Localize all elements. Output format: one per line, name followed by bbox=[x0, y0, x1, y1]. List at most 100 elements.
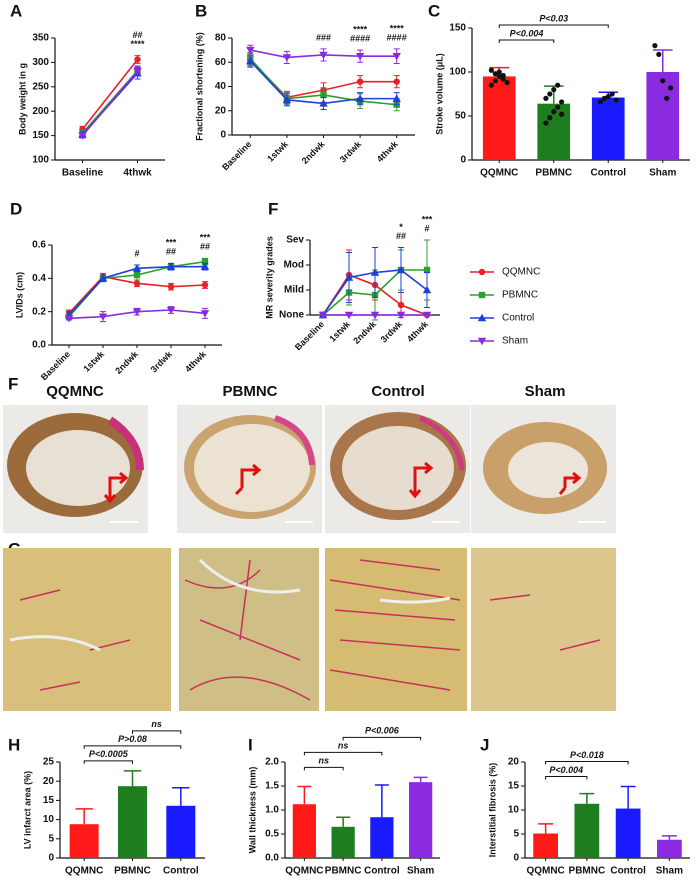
annotation: ## bbox=[200, 242, 210, 252]
x-tick-label: 4thwk bbox=[183, 348, 209, 374]
marker bbox=[98, 313, 108, 321]
marker bbox=[422, 311, 432, 320]
x-tick-label: QQMNC bbox=[285, 866, 323, 877]
marker bbox=[356, 78, 364, 85]
error-bar bbox=[172, 786, 190, 806]
bracket-label: ns bbox=[151, 719, 162, 729]
y-tick-label: 5 bbox=[48, 833, 54, 844]
marker bbox=[167, 283, 175, 290]
bracket-label: P<0.006 bbox=[365, 726, 400, 736]
data-point bbox=[558, 111, 565, 117]
error-bar bbox=[661, 835, 677, 840]
marker bbox=[397, 301, 405, 309]
fibrosis bbox=[418, 415, 465, 471]
y-tick-label: 300 bbox=[32, 57, 49, 68]
y-tick-label: 0.0 bbox=[265, 853, 279, 864]
bar bbox=[574, 803, 600, 858]
y-tick-label: 0 bbox=[220, 130, 226, 141]
y-tick-label: 50 bbox=[455, 111, 467, 122]
x-tick-label: Control bbox=[610, 866, 646, 877]
marker bbox=[396, 265, 406, 274]
data-point bbox=[492, 71, 498, 77]
marker bbox=[200, 310, 210, 318]
annotation: **** bbox=[353, 25, 368, 35]
x-tick-label: Sham bbox=[649, 168, 676, 179]
x-tick-label: 2ndwk bbox=[351, 318, 379, 346]
annotation: #### bbox=[387, 32, 407, 42]
section bbox=[26, 430, 130, 506]
data-point bbox=[551, 109, 557, 115]
marker bbox=[133, 280, 141, 287]
x-tick-label: 3rdwk bbox=[338, 138, 364, 164]
marker bbox=[355, 94, 365, 102]
x-tick-label: 4thwk bbox=[405, 318, 431, 344]
marker bbox=[477, 313, 487, 322]
bracket-label: P<0.018 bbox=[570, 750, 604, 760]
y-tick-label: 0.4 bbox=[32, 273, 46, 284]
data-point bbox=[547, 115, 553, 121]
bar bbox=[69, 824, 99, 858]
x-tick-label: PBMNC bbox=[535, 168, 572, 179]
y-tick-label: 5 bbox=[513, 829, 519, 840]
bracket-label: ns bbox=[338, 741, 349, 751]
x-tick-label: Baseline bbox=[39, 349, 72, 382]
marker bbox=[166, 262, 176, 270]
data-point bbox=[547, 91, 553, 97]
data-point bbox=[664, 95, 670, 101]
x-tick-label: PBMNC bbox=[569, 866, 606, 877]
error-bar bbox=[75, 808, 93, 825]
line bbox=[81, 70, 139, 137]
y-tick-label: 0 bbox=[513, 853, 519, 864]
data-point bbox=[652, 43, 658, 49]
bar bbox=[370, 817, 394, 858]
marker bbox=[166, 306, 176, 315]
legend-label: Sham bbox=[502, 336, 528, 347]
tissue-image bbox=[471, 548, 616, 711]
bracket-label: P<0.0005 bbox=[89, 749, 129, 759]
bar bbox=[409, 782, 433, 858]
section bbox=[508, 442, 588, 498]
marker bbox=[200, 262, 210, 270]
y-tick-label: 0.6 bbox=[32, 240, 46, 251]
bracket bbox=[545, 775, 588, 780]
panel-letter: C bbox=[428, 1, 440, 20]
fibrosis bbox=[107, 416, 144, 471]
data-point bbox=[492, 78, 498, 84]
y-tick-label: 100 bbox=[32, 155, 49, 166]
x-tick-label: 3rdwk bbox=[149, 348, 175, 374]
x-tick-label: PBMNC bbox=[325, 866, 362, 877]
marker bbox=[477, 337, 487, 346]
panel-letter: F bbox=[8, 374, 18, 393]
legend-label: PBMNC bbox=[502, 290, 538, 301]
marker bbox=[392, 94, 401, 102]
y-tick-label: 60 bbox=[215, 57, 227, 68]
fibrosis bbox=[273, 415, 315, 466]
y-tick-label: 250 bbox=[32, 81, 49, 92]
y-axis-label: Body weight in g bbox=[17, 63, 27, 135]
marker bbox=[133, 67, 142, 76]
marker bbox=[423, 266, 431, 274]
data-point bbox=[496, 69, 502, 75]
y-axis-label: Interstitial fibrosis (%) bbox=[487, 763, 497, 858]
data-point bbox=[667, 85, 674, 91]
y-tick-label: 2.0 bbox=[265, 757, 279, 768]
data-point bbox=[597, 99, 604, 105]
y-tick-label: 150 bbox=[32, 130, 49, 141]
y-tick-label: 80 bbox=[215, 33, 227, 44]
data-point bbox=[543, 120, 549, 126]
x-tick-label: 3rdwk bbox=[379, 318, 405, 344]
marker bbox=[478, 291, 486, 299]
y-tick-label: 0.2 bbox=[32, 306, 46, 317]
heart-sections bbox=[3, 405, 616, 533]
legend-label: QQMNC bbox=[502, 267, 540, 278]
bracket bbox=[498, 24, 609, 28]
data-point bbox=[609, 91, 615, 97]
marker bbox=[393, 78, 400, 85]
y-tick-label: None bbox=[279, 310, 304, 321]
bracket bbox=[342, 736, 422, 741]
x-tick-label: 2ndwk bbox=[113, 348, 141, 376]
panel-letter: H bbox=[8, 735, 20, 754]
y-tick-label: 10 bbox=[508, 805, 520, 816]
data-point bbox=[488, 82, 495, 88]
